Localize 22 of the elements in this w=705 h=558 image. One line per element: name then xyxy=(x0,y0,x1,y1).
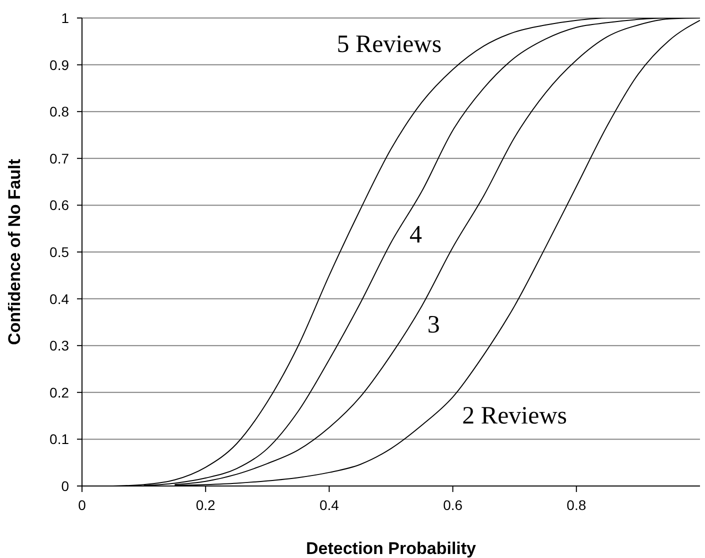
x-tick-label: 0.8 xyxy=(566,496,586,513)
y-tick-label: 0.5 xyxy=(50,244,70,260)
x-axis-title: Detection Probability xyxy=(306,539,477,558)
x-tick-label: 0 xyxy=(78,496,86,513)
y-tick-label: 0.6 xyxy=(50,197,70,214)
x-tick-label: 0.6 xyxy=(443,496,463,513)
y-tick-label: 1 xyxy=(61,10,70,26)
y-tick-label: 0.1 xyxy=(50,431,70,448)
y-tick-label: 0.7 xyxy=(50,150,70,166)
y-tick-label: 0.2 xyxy=(50,384,70,400)
y-tick-label: 0.9 xyxy=(50,56,70,73)
series-label: 4 xyxy=(409,221,422,248)
series-label: 5 Reviews xyxy=(336,30,442,58)
y-axis-title: Confidence of No Fault xyxy=(5,158,24,346)
y-tick-label: 0.8 xyxy=(50,104,70,120)
series-label: 3 xyxy=(427,312,440,339)
x-tick-label: 0.4 xyxy=(319,496,340,513)
y-tick-label: 0.4 xyxy=(50,290,70,307)
series-label: 2 Reviews xyxy=(462,402,568,430)
y-tick-label: 0 xyxy=(61,478,70,494)
y-tick-label: 0.3 xyxy=(50,338,70,354)
x-tick-label: 0.2 xyxy=(196,496,216,513)
